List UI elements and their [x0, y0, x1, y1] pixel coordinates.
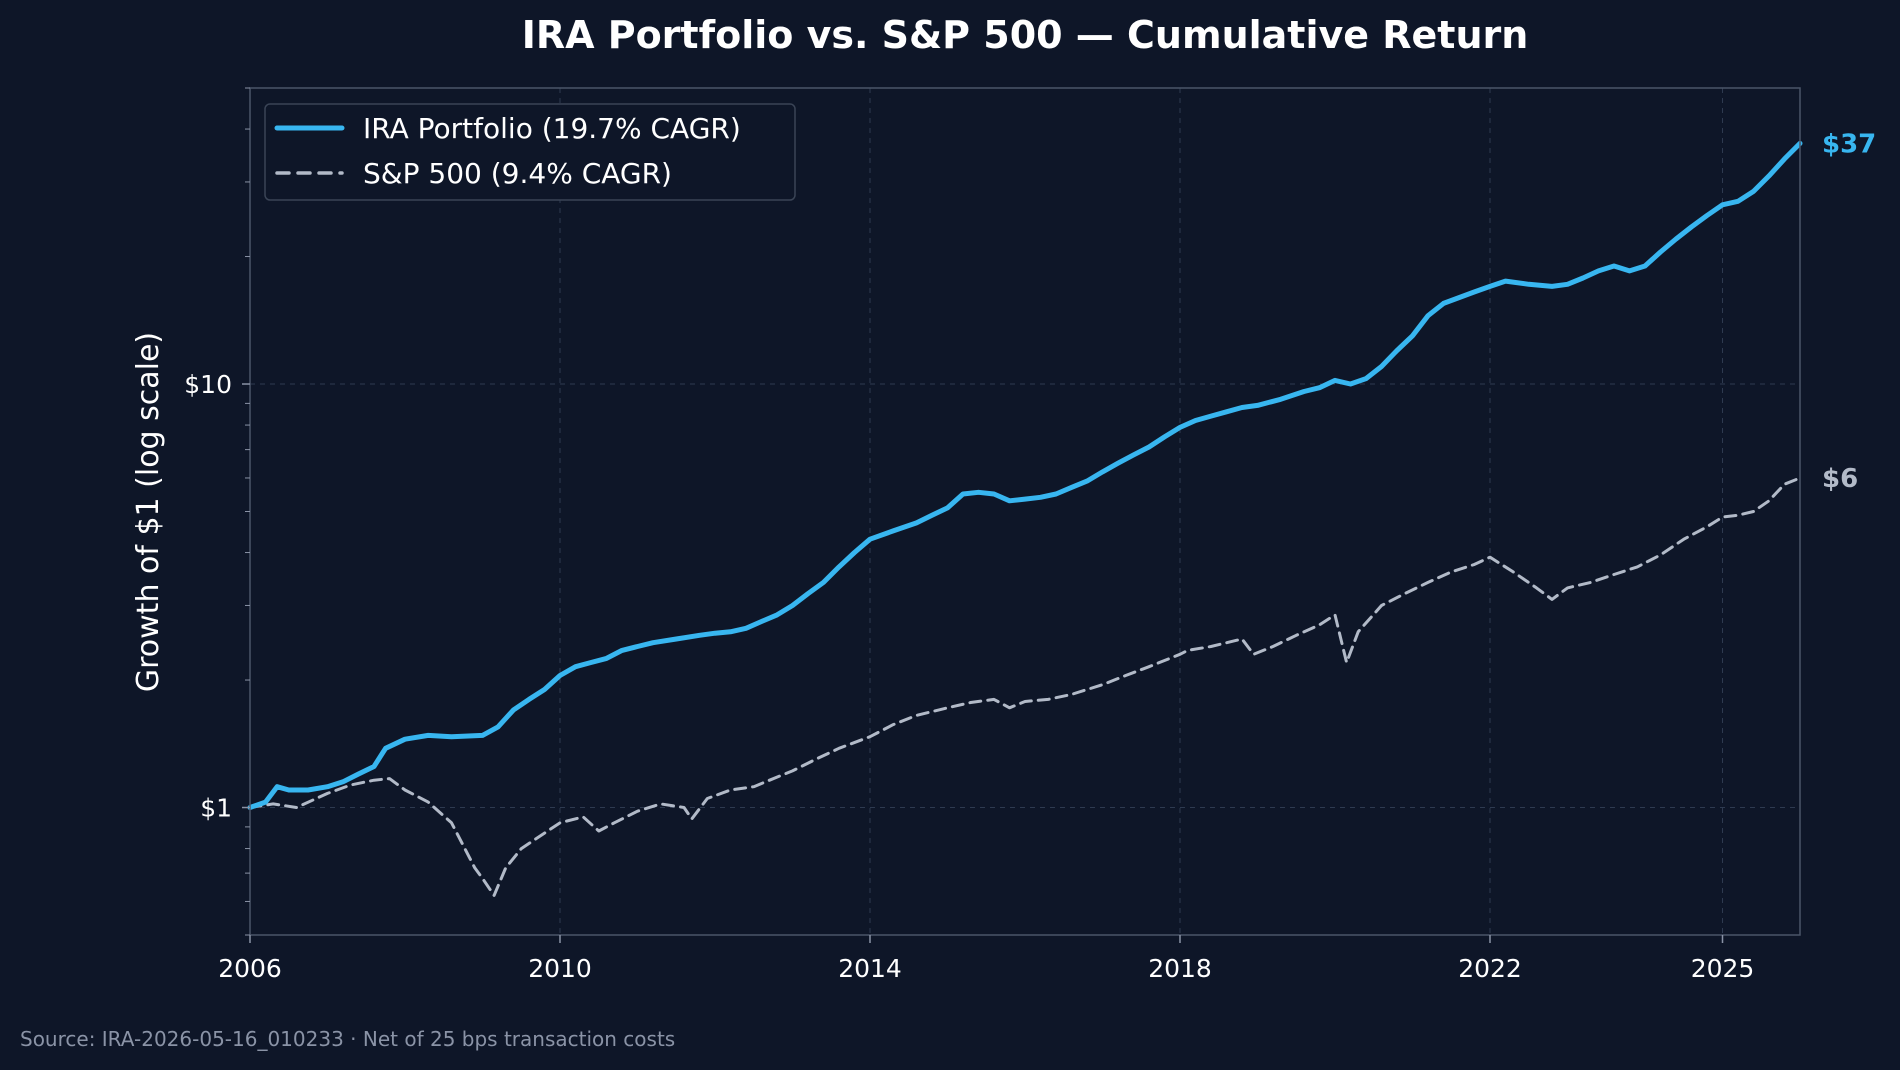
- x-axis: 2006 2010 2014 2018 2022 2025: [218, 935, 1754, 983]
- x-tick-label: 2006: [218, 954, 282, 983]
- source-footnote: Source: IRA-2026-05-16_010233 · Net of 2…: [20, 1027, 675, 1051]
- y-axis: $1 $10: [184, 87, 250, 936]
- end-labels: $6 $37: [1822, 129, 1876, 494]
- series-line-ira-portfolio: [247, 140, 1803, 810]
- series-end-label: $6: [1822, 464, 1858, 494]
- legend: IRA Portfolio (19.7% CAGR) S&P 500 (9.4% …: [264, 103, 796, 201]
- chart-title: IRA Portfolio vs. S&P 500 — Cumulative R…: [522, 13, 1529, 57]
- y-tick-label: $1: [200, 794, 232, 823]
- y-tick-label: $10: [184, 370, 232, 399]
- series-line-sp500: [248, 476, 1802, 897]
- legend-box: [264, 103, 796, 201]
- x-tick-label: 2014: [838, 954, 902, 983]
- x-tick-label: 2010: [528, 954, 592, 983]
- y-axis-label: Growth of $1 (log scale): [131, 332, 166, 692]
- x-tick-label: 2022: [1458, 954, 1522, 983]
- x-tick-label: 2018: [1148, 954, 1212, 983]
- series-lines: [247, 140, 1803, 897]
- legend-label: S&P 500 (9.4% CAGR): [363, 157, 672, 190]
- grid-lines: [249, 88, 1800, 935]
- series-end-label: $37: [1822, 129, 1876, 159]
- legend-label: IRA Portfolio (19.7% CAGR): [363, 112, 741, 145]
- x-tick-label: 2025: [1691, 954, 1755, 983]
